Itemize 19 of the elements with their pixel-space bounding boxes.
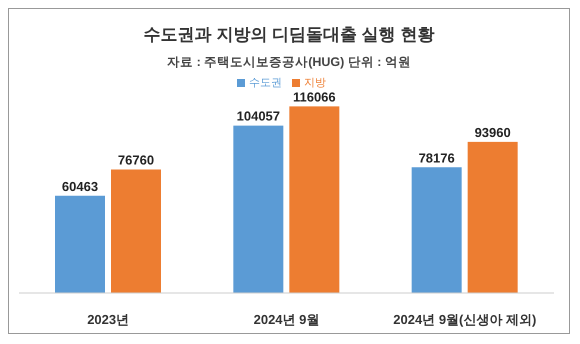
legend-label: 지방	[304, 77, 326, 89]
data-label: 116066	[292, 89, 336, 104]
bar	[412, 167, 462, 293]
bar	[468, 142, 518, 293]
chart-subtitle: 자료 : 주택도시보증공사(HUG) 단위 : 억원	[166, 54, 412, 71]
data-label: 78176	[418, 150, 455, 166]
bar	[55, 196, 105, 293]
bar	[289, 106, 340, 293]
legend-label: 수도권	[249, 77, 282, 89]
data-label: 76760	[118, 152, 154, 168]
chart-title: 수도권과 지방의 디딤돌대출 실행 현황	[142, 24, 436, 46]
x-tick-label: 2023년	[87, 312, 130, 328]
data-label: 93960	[474, 124, 511, 140]
data-label: 104057	[236, 108, 280, 124]
data-label: 60463	[62, 178, 98, 194]
x-tick-label: 2024년 9월(신생아 제외)	[393, 312, 536, 328]
x-tick-label: 2024년 9월	[254, 312, 320, 328]
bar	[233, 126, 284, 293]
bar	[111, 170, 161, 293]
